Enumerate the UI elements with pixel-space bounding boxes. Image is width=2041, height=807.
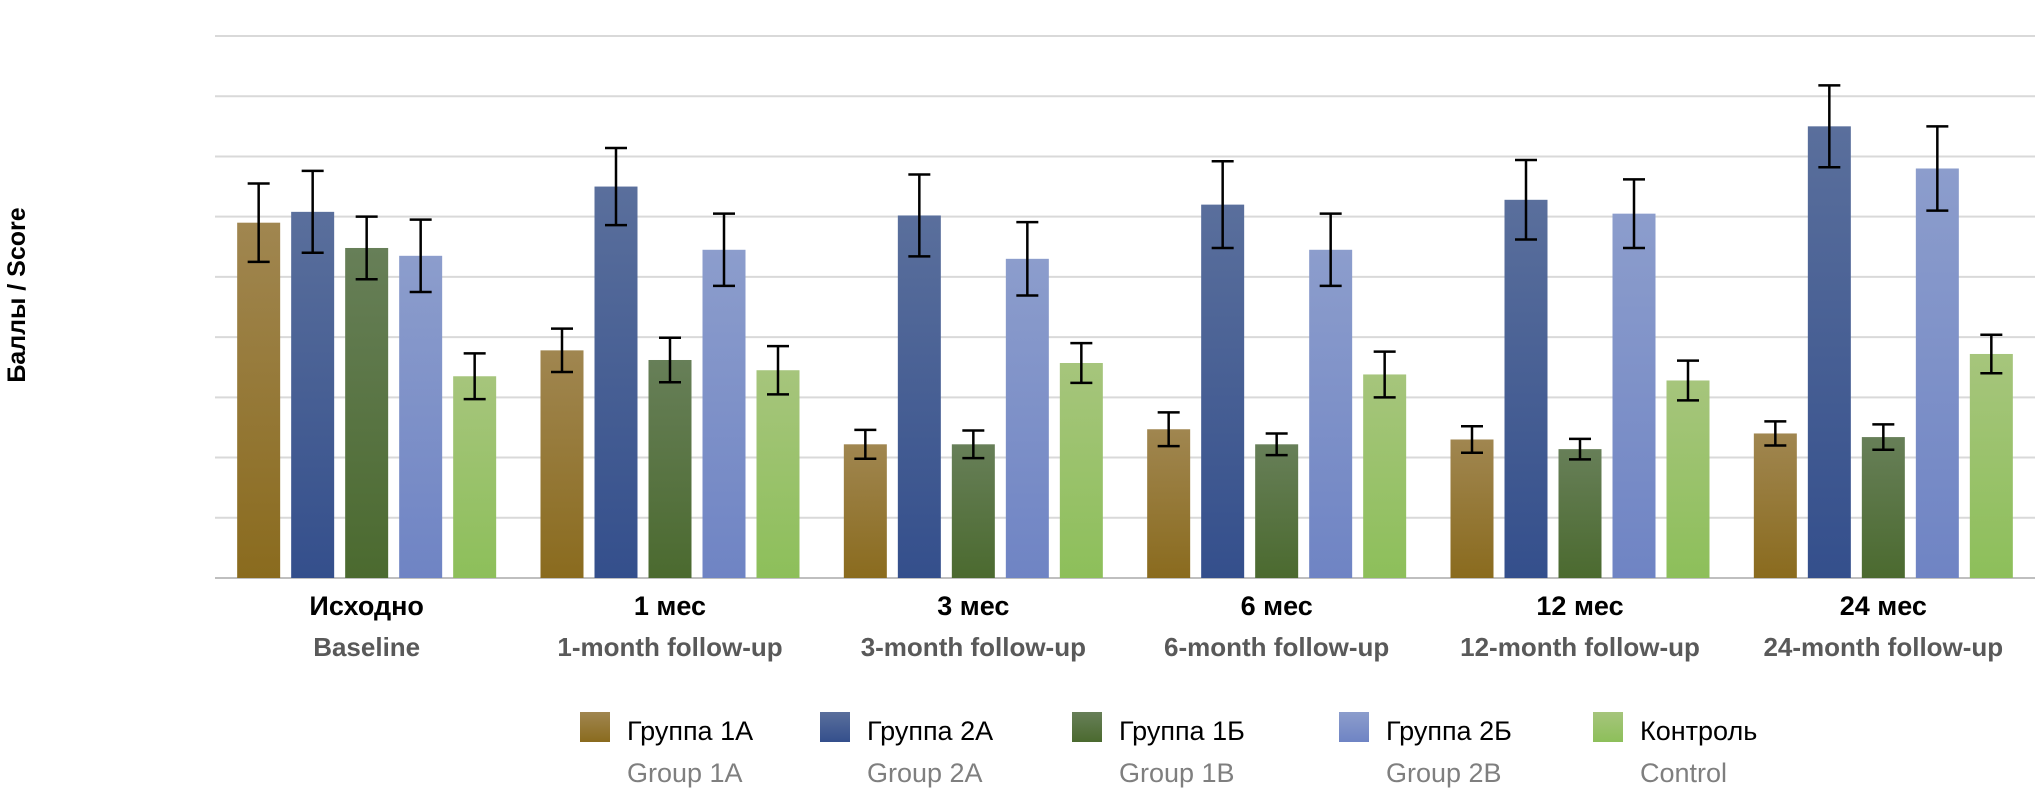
error-bar-group-1b-3	[1265, 432, 1288, 457]
bar-control-0	[453, 376, 497, 578]
legend-label-en: Control	[1640, 758, 1727, 788]
x-tick-label-en: 12-month follow-up	[1460, 632, 1700, 662]
error-bar-control-1	[767, 344, 789, 396]
x-tick-label-ru: 1 мес	[634, 591, 706, 621]
bar-group-2b-3	[1309, 249, 1353, 579]
error-bar-group-1a-5	[1764, 420, 1787, 447]
legend-label-en: Group 1A	[627, 758, 743, 788]
bar-group-1b-5	[1861, 437, 1905, 578]
error-bar-group-2b-4	[1623, 178, 1645, 250]
bar-group-1a-5	[1753, 433, 1797, 578]
legend-label-en: Group 1B	[1119, 758, 1235, 788]
legend-item-group-2b: Группа 2Б Group 2B	[1339, 712, 1512, 788]
legend-label-ru: Группа 2А	[867, 716, 993, 746]
legend-label-en: Group 2B	[1386, 758, 1502, 788]
x-tick-label-en: 24-month follow-up	[1763, 632, 2003, 662]
bar-control-4	[1666, 380, 1710, 578]
bar-group-1a-4	[1450, 439, 1494, 578]
error-bar-group-2a-1	[605, 146, 627, 227]
error-bar-group-1b-0	[355, 215, 378, 281]
legend-item-group-2a: Группа 2А Group 2A	[820, 712, 993, 788]
x-tick-label-ru: 6 мес	[1241, 591, 1313, 621]
x-tick-label-en: Baseline	[313, 632, 420, 662]
error-bar-group-1a-1	[551, 327, 573, 374]
error-bar-group-2a-2	[908, 173, 931, 258]
legend-label-ru: Контроль	[1640, 716, 1757, 746]
error-bar-control-5	[1980, 333, 2003, 375]
error-bars	[247, 84, 2003, 461]
error-bar-group-2a-3	[1211, 160, 1234, 250]
legend-label-ru: Группа 1Б	[1119, 716, 1245, 746]
bar-group-1a-3	[1147, 429, 1191, 578]
bar-group-2a-1	[594, 186, 638, 579]
legend-swatch	[580, 712, 610, 742]
bar-group-1b-0	[345, 247, 389, 578]
bar-group-2b-4	[1612, 213, 1656, 578]
x-tick-label-en: 6-month follow-up	[1164, 632, 1389, 662]
bar-group-2a-0	[291, 211, 335, 579]
error-bar-group-2b-1	[713, 212, 735, 288]
bars	[237, 126, 2013, 579]
legend-item-group-1a: Группа 1А Group 1A	[580, 712, 753, 788]
bar-group-2a-3	[1201, 204, 1245, 578]
x-tick-label-ru: Исходно	[309, 591, 424, 621]
bar-group-2a-5	[1807, 126, 1851, 578]
bar-group-2a-2	[897, 215, 941, 578]
error-bar-group-2a-0	[301, 169, 324, 255]
legend-swatch	[1593, 712, 1623, 742]
error-bar-control-0	[463, 352, 486, 401]
legend-swatch	[820, 712, 850, 742]
bar-group-2b-0	[399, 255, 443, 579]
x-tick-label-ru: 12 мес	[1536, 591, 1623, 621]
bar-group-2b-1	[702, 249, 746, 579]
legend-item-control: Контроль Control	[1593, 712, 1757, 788]
bar-group-2b-2	[1005, 258, 1049, 578]
error-bar-group-1b-1	[659, 336, 681, 384]
error-bar-group-1b-5	[1872, 423, 1895, 451]
error-bar-group-2b-0	[409, 218, 432, 294]
bar-group-1a-1	[540, 350, 584, 578]
legend-label-ru: Группа 1А	[627, 716, 753, 746]
bar-group-1b-4	[1558, 449, 1602, 578]
legend-swatch	[1072, 712, 1102, 742]
error-bar-group-2b-3	[1319, 212, 1342, 288]
error-bar-control-3	[1373, 350, 1396, 399]
bar-group-1b-1	[648, 359, 692, 578]
legend-label-en: Group 2A	[867, 758, 983, 788]
error-bar-group-2b-2	[1016, 220, 1039, 297]
bar-control-2	[1059, 363, 1103, 578]
x-tick-label-en: 3-month follow-up	[861, 632, 1086, 662]
legend-label-ru: Группа 2Б	[1386, 716, 1512, 746]
error-bar-group-1a-0	[247, 182, 270, 264]
bar-group-2a-4	[1504, 199, 1548, 578]
error-bar-group-2a-4	[1515, 158, 1537, 241]
bar-control-1	[756, 370, 800, 578]
y-axis-label: Баллы / Score	[3, 207, 31, 382]
error-bar-group-2b-5	[1926, 125, 1949, 212]
error-bar-group-1b-4	[1569, 437, 1591, 461]
error-bar-group-1a-4	[1461, 424, 1483, 454]
bar-group-1b-3	[1255, 444, 1299, 578]
gridlines	[215, 35, 2035, 579]
x-tick-label-ru: 3 мес	[937, 591, 1009, 621]
x-axis-labels: Исходно Baseline 1 мес 1-month follow-up 3 м…	[309, 591, 2003, 662]
error-bar-group-1a-2	[854, 428, 877, 461]
error-bar-group-1a-3	[1157, 411, 1180, 448]
error-bar-group-2a-5	[1818, 84, 1841, 169]
bar-group-1b-2	[951, 444, 995, 578]
bar-control-3	[1363, 374, 1407, 578]
legend-swatch	[1339, 712, 1369, 742]
x-tick-label-ru: 24 мес	[1840, 591, 1927, 621]
bar-group-1a-0	[237, 222, 281, 578]
error-bar-control-4	[1677, 359, 1699, 402]
error-bar-group-1b-2	[962, 429, 985, 460]
legend-item-group-1b: Группа 1Б Group 1B	[1072, 712, 1245, 788]
bar-control-5	[1969, 353, 2013, 578]
x-tick-label-en: 1-month follow-up	[557, 632, 782, 662]
bar-group-2b-5	[1915, 168, 1959, 578]
error-bar-control-2	[1070, 341, 1093, 385]
bar-group-1a-2	[843, 444, 887, 578]
